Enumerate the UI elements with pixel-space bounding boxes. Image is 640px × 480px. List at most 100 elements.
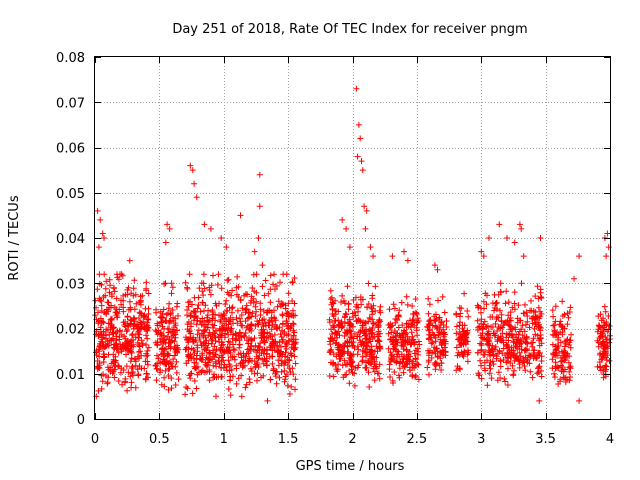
data-point [339,216,346,223]
data-point [285,313,292,320]
data-point [355,121,362,128]
data-point [597,311,604,318]
data-point [393,339,400,346]
data-point [424,364,431,371]
data-point [399,334,406,341]
data-point [487,365,494,372]
data-point [518,225,525,232]
data-point [453,367,460,374]
data-point [290,321,297,328]
data-point [290,320,296,327]
data-point [102,292,109,299]
data-point [232,337,239,344]
data-point [267,272,274,279]
data-point [257,340,264,347]
data-point [439,293,446,300]
data-point [549,365,556,372]
data-point [92,312,99,319]
data-point [432,359,439,366]
data-point [241,362,248,369]
data-point [236,341,243,348]
data-point [127,373,134,380]
data-point [362,332,368,339]
data-point [494,328,501,334]
data-point [252,323,259,329]
data-point [229,287,236,294]
y-tick-label: 0.07 [56,96,85,111]
data-point [281,367,288,374]
data-point [338,318,345,325]
data-point [225,386,232,392]
data-point [122,323,129,330]
data-point [208,282,215,289]
data-point [438,339,445,346]
data-point [291,340,298,347]
data-point [387,358,394,365]
data-point [273,342,280,349]
data-point [426,301,433,308]
data-point [339,349,346,356]
data-point [285,356,292,363]
data-point [229,373,236,380]
data-point [465,313,472,320]
x-tick-label: 2.5 [407,432,428,447]
data-point [391,369,398,375]
data-point [367,360,373,367]
data-point [497,335,504,342]
data-point [485,340,491,347]
data-point [520,253,527,260]
data-point [333,331,340,338]
data-point [506,332,513,338]
data-point [349,358,356,365]
data-point [326,316,333,323]
data-point [492,320,499,327]
x-tick-label: 1.5 [278,432,299,447]
data-point [558,367,565,374]
data-point [124,387,131,394]
data-point [388,323,394,330]
data-point [412,296,419,302]
data-point [493,355,500,362]
data-point [365,301,372,307]
data-point [279,321,286,328]
data-point [402,362,408,369]
data-point [396,374,403,381]
data-point [552,318,559,325]
data-point [158,339,164,346]
data-point [493,316,500,322]
data-point [327,347,334,354]
data-point [268,344,274,351]
data-point [409,333,416,340]
data-point [365,339,372,346]
data-point [166,300,173,307]
data-point [163,336,169,343]
data-point [233,380,240,387]
data-point [166,225,173,232]
data-point [415,338,422,345]
data-point [248,368,255,374]
data-point [173,358,180,365]
data-point [153,309,160,316]
data-point [107,282,113,289]
data-point [503,288,510,295]
data-point [135,372,142,379]
data-point [199,350,206,357]
data-point [260,333,267,340]
data-point [115,276,122,283]
data-point [218,332,225,339]
data-point [120,319,127,326]
plot-frame [94,56,611,420]
data-point [507,317,514,324]
data-point [113,295,120,302]
data-point [411,350,418,357]
data-point [495,369,502,376]
data-point [385,330,392,337]
data-point [185,319,192,325]
data-point [219,354,226,361]
data-point [201,285,208,292]
data-point [496,221,503,228]
data-point [410,311,416,317]
data-point [391,343,398,350]
data-point [511,289,518,296]
data-point [410,316,417,323]
